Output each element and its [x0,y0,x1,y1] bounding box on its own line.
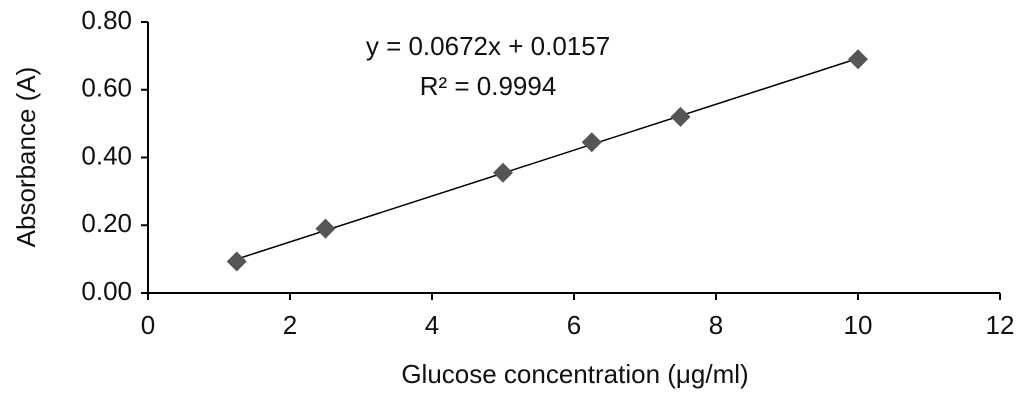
x-tick-label: 2 [283,310,297,340]
r-squared: R² = 0.9994 [420,71,557,101]
y-tick-label: 0.00 [81,276,132,306]
y-tick-label: 0.40 [81,140,132,170]
x-tick-label: 4 [425,310,439,340]
x-tick-label: 10 [844,310,873,340]
x-axis-title: Glucose concentration (μg/ml) [401,359,748,389]
equation: y = 0.0672x + 0.0157 [366,31,610,61]
point [848,49,868,70]
point [493,162,513,183]
x-tick-label: 6 [567,310,581,340]
y-tick-label: 0.60 [81,73,132,103]
y-axis-title: Absorbance (A) [11,67,41,248]
point [670,106,691,127]
point [581,132,602,153]
x-tick-label: 12 [986,310,1015,340]
x-tick-label: 8 [709,310,723,340]
y-tick-label: 0.20 [81,208,132,238]
y-tick-label: 0.80 [81,5,132,35]
trendline [236,57,859,260]
point [315,218,336,239]
x-tick-label: 0 [141,310,155,340]
point [226,251,247,272]
